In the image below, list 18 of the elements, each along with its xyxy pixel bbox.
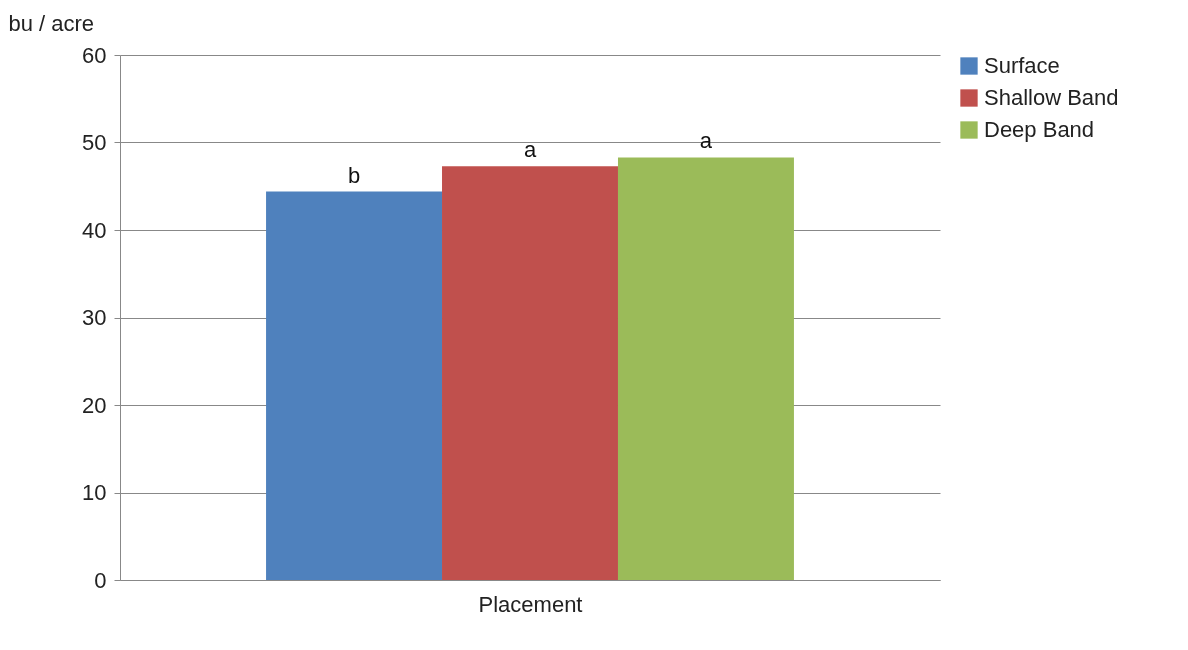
bar: [442, 166, 618, 580]
x-axis-title: Placement: [478, 591, 583, 617]
y-tick-label: 30: [82, 305, 107, 330]
bar: [617, 157, 794, 580]
y-tick-label: 40: [82, 217, 107, 243]
bar: [266, 191, 443, 580]
y-tick-label: 60: [82, 42, 107, 68]
y-tick-label: 10: [82, 480, 107, 505]
annotation: b: [347, 162, 361, 188]
y-axis-title: bu / acre: [8, 10, 95, 36]
legend-label: Deep Band: [984, 117, 1095, 142]
legend-label: Surface: [984, 53, 1060, 78]
y-tick-label: 20: [82, 392, 107, 418]
annotation: a: [699, 128, 713, 154]
legend-label: Shallow Band: [984, 85, 1119, 110]
y-tick-label: 0: [94, 567, 107, 593]
annotation: a: [523, 137, 537, 163]
y-tick-label: 50: [82, 130, 107, 155]
